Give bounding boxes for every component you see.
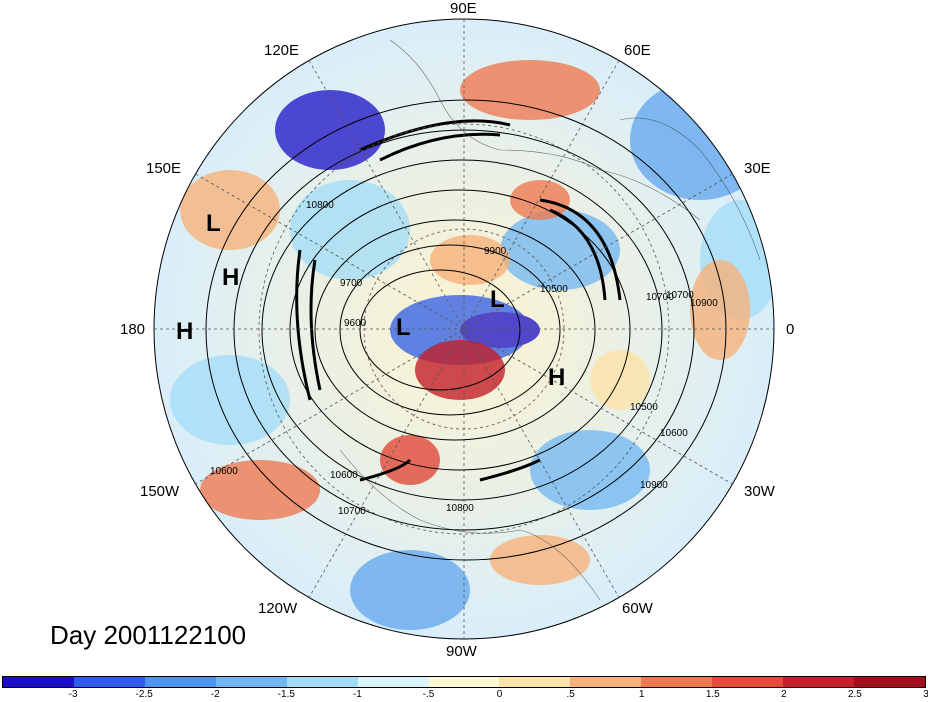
coastlines	[339, 39, 761, 601]
lon-label-60e: 60E	[624, 42, 651, 59]
colorbar-segment	[428, 677, 500, 687]
colorbar-segment	[73, 677, 145, 687]
day-label: Day 2001122100	[50, 620, 247, 650]
colorbar-tick-label: -3	[68, 689, 78, 700]
lon-label-120e: 120E	[264, 42, 300, 59]
colorbar-segment	[712, 677, 784, 687]
positive-anomaly-regions	[180, 60, 750, 585]
high-pressure-center: H	[222, 264, 240, 291]
colorbar-tick-label: 1.5	[705, 689, 720, 700]
colorbar-segment	[499, 677, 571, 687]
colorbar-segment	[570, 677, 642, 687]
contour-value-label: 10700	[646, 292, 674, 303]
low-pressure-center: L	[396, 314, 411, 341]
colorbar-tick-label: 3	[923, 689, 928, 700]
colorbar-segment	[357, 677, 429, 687]
colorbar-tick-label: -2.5	[135, 689, 153, 700]
high-pressure-center: H	[548, 364, 566, 391]
colorbar	[2, 676, 926, 688]
lon-label-0: 0	[786, 321, 795, 338]
colorbar-tick-label: 2	[781, 689, 787, 700]
contour-value-label: 10800	[306, 200, 334, 211]
lon-label-150w: 150W	[140, 483, 180, 500]
colorbar-segment	[641, 677, 713, 687]
lon-label-90w: 90W	[446, 643, 477, 660]
colorbar-tick-label: -2	[210, 689, 220, 700]
lon-label-60w: 60W	[622, 600, 653, 617]
lon-label-90e: 90E	[450, 0, 477, 17]
contour-value-label: 10500	[630, 402, 658, 413]
contour-value-label: 10600	[210, 466, 238, 477]
contour-value-label: 10600	[330, 470, 358, 481]
contour-value-label: 9900	[484, 246, 507, 257]
contour-value-label: 10700	[666, 290, 694, 301]
graticule	[154, 19, 774, 639]
colorbar-segment	[854, 677, 925, 687]
contour-value-label: 10900	[690, 298, 718, 309]
contour-value-label: 10700	[338, 506, 366, 517]
colorbar-segment	[215, 677, 287, 687]
colorbar-tick-label: .5	[566, 689, 575, 700]
jet-stream-contours	[295, 119, 622, 482]
lon-label-180: 180	[120, 321, 146, 338]
colorbar-segment	[144, 677, 216, 687]
lon-label-30w: 30W	[744, 483, 775, 500]
colorbar-tick-label: -1	[352, 689, 362, 700]
colorbar-tick-label: 0	[496, 689, 503, 700]
contour-value-label: 10600	[660, 428, 688, 439]
lon-label-120w: 120W	[258, 600, 298, 617]
high-pressure-center: H	[176, 318, 194, 345]
contour-value-label: 10800	[446, 503, 474, 514]
colorbar-tick-label: -.5	[422, 689, 435, 700]
colorbar-tick-label: -1.5	[277, 689, 295, 700]
lon-label-30e: 30E	[744, 160, 771, 177]
contour-value-label: 10500	[540, 284, 568, 295]
contour-value-label: 10900	[640, 480, 668, 491]
lon-label-150e: 150E	[146, 160, 182, 177]
colorbar-segment	[3, 677, 74, 687]
colorbar-segment	[783, 677, 855, 687]
colorbar-tick-label: 1	[638, 689, 645, 700]
contour-value-label: 9600	[344, 318, 367, 329]
colorbar-segment	[286, 677, 358, 687]
colorbar-tick-label: 2.5	[847, 689, 862, 700]
low-pressure-center: L	[206, 210, 221, 237]
low-pressure-center: L	[490, 286, 505, 313]
contour-value-label: 9700	[340, 278, 363, 289]
